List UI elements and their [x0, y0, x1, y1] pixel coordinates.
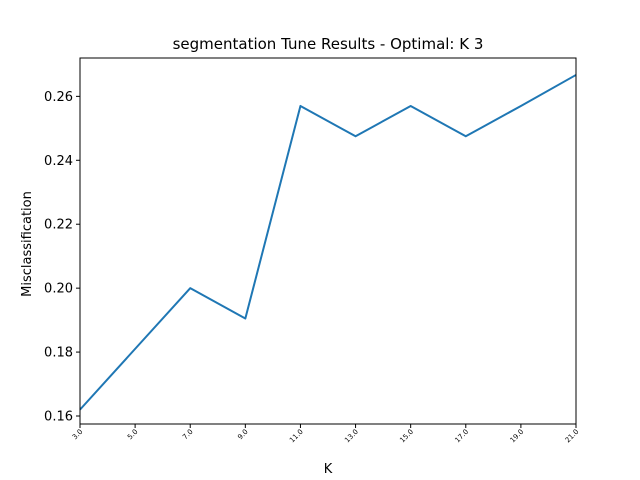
y-tick-label: 0.26	[44, 90, 73, 105]
x-tick-label: 11.0	[288, 428, 305, 445]
x-axis-title: K	[324, 462, 333, 477]
x-tick-label: 19.0	[509, 428, 526, 445]
chart-title: segmentation Tune Results - Optimal: K 3	[173, 35, 484, 53]
y-tick-label: 0.16	[44, 410, 73, 425]
x-tick-label: 21.0	[564, 428, 581, 445]
x-tick-label: 13.0	[343, 428, 360, 445]
y-axis-title: Misclassification	[20, 191, 35, 297]
x-tick-label: 17.0	[454, 428, 471, 445]
y-tick-label: 0.22	[44, 218, 73, 233]
plot-area: 0.16 0.18 0.20 0.22 0.24 0.26 3.0 5.0 7.0 9.0 11.0…	[44, 57, 581, 445]
x-tick-label: 3.0	[71, 428, 85, 442]
x-tick-label: 7.0	[181, 428, 195, 442]
y-tick-label: 0.20	[44, 282, 73, 297]
series-line-0	[79, 74, 577, 411]
x-tick-label: 9.0	[236, 428, 250, 442]
x-tick-label: 5.0	[126, 428, 140, 442]
plot-frame	[79, 57, 577, 425]
y-tick-label: 0.18	[44, 346, 73, 361]
y-tick-label: 0.24	[44, 154, 73, 169]
x-tick-label: 15.0	[398, 428, 415, 445]
